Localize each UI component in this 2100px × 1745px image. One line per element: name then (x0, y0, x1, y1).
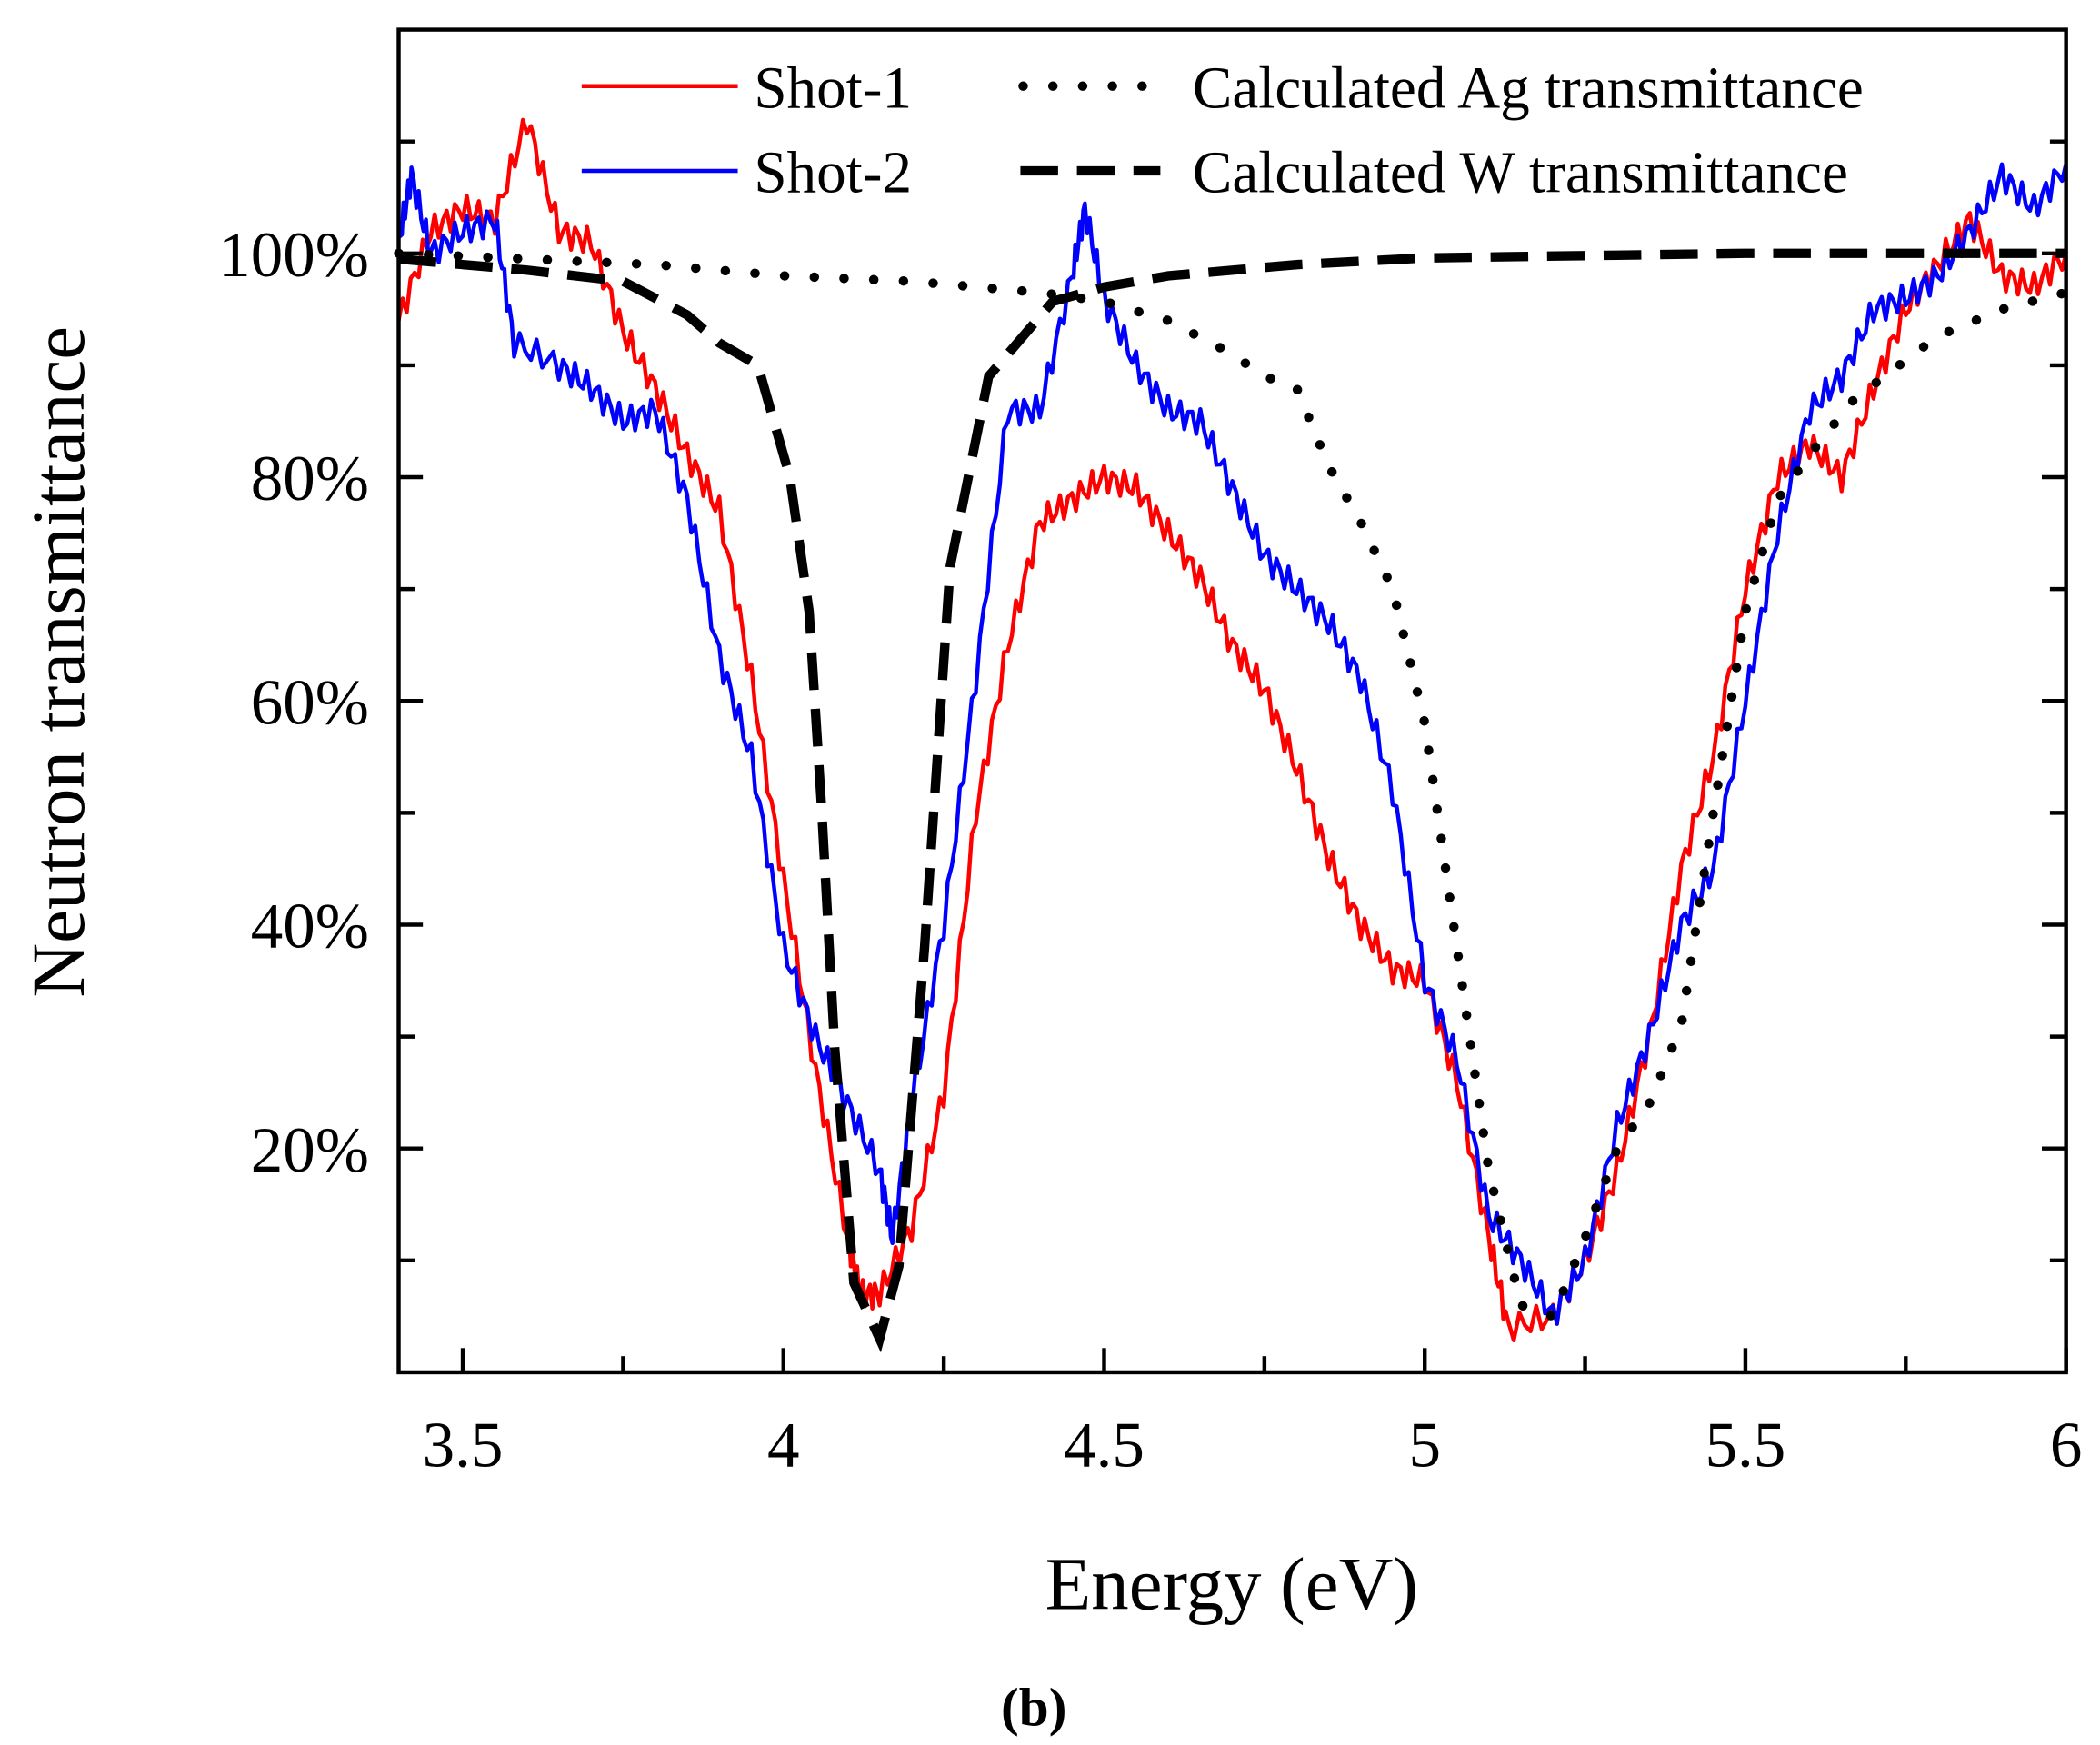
y-tick-label: 80% (251, 444, 369, 514)
y-tick-label: 20% (251, 1115, 369, 1186)
legend-label-shot-1: Shot-1 (754, 55, 912, 121)
x-tick-label: 3.5 (423, 1411, 504, 1481)
legend: Shot-1 Shot-2 Calculated Ag transmittanc… (581, 55, 1864, 206)
y-tick-label: 40% (251, 892, 369, 962)
legend-label-shot-2: Shot-2 (754, 141, 912, 206)
plot-frame (396, 27, 2068, 1375)
x-tick-label: 4.5 (1064, 1411, 1145, 1481)
y-tick-label: 100% (218, 220, 369, 291)
series-line-shot-1 (396, 117, 2068, 1342)
series-layer (394, 117, 2071, 1353)
legend-label-ag: Calculated Ag transmittance (1193, 55, 1864, 121)
x-tick-label: 4 (767, 1411, 800, 1481)
figure-caption: (b) (1001, 1677, 1066, 1737)
legend-label-w: Calculated W transmittance (1193, 141, 1848, 206)
series-line-shot-2 (396, 162, 2068, 1326)
x-tick-label: 5.5 (1705, 1411, 1786, 1481)
series-line-calculated-w-transmittance (398, 248, 2066, 1353)
ticks-layer: 3.5 4 4.5 5 5.5 6 20% 40% 60% 80% 100% (218, 139, 2083, 1481)
y-axis-label: Neutron transmittance (16, 326, 100, 998)
x-tick-label: 6 (2050, 1411, 2083, 1481)
y-tick-label: 60% (251, 667, 369, 738)
x-tick-label: 5 (1408, 1411, 1441, 1481)
series-line-calculated-ag-transmittance (394, 248, 2071, 1322)
x-axis-label: Energy (eV) (1045, 1541, 1418, 1625)
